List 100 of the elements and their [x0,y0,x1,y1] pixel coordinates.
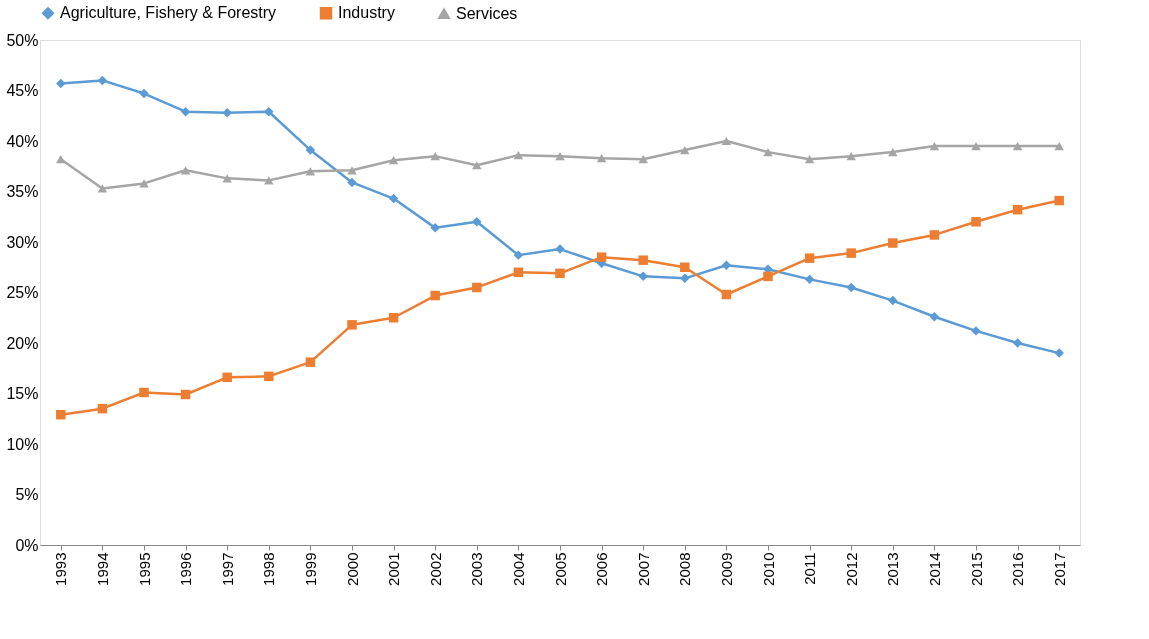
point [971,141,981,151]
y-tick-label: 25% [6,284,39,301]
y-tick-label: 40% [6,132,39,150]
legend-label: Services [456,4,518,22]
point [888,148,898,157]
x-tick-label: 2003 [468,552,486,586]
point [305,145,316,155]
point [1054,141,1064,151]
point [555,152,565,161]
point [388,313,399,323]
point [888,295,898,306]
point [305,357,316,367]
point [929,230,940,240]
x-tick-label: 1995 [135,552,153,586]
point [680,262,690,272]
point [264,371,274,382]
point [388,193,399,204]
point [1054,348,1064,358]
point [929,141,940,151]
point [1012,141,1023,151]
point [846,152,856,161]
point [180,106,191,117]
point [555,268,565,279]
point [347,177,357,188]
x-tick-label: 1997 [218,552,236,586]
y-tick-label: 5% [15,486,39,503]
point [680,273,690,284]
x-tick-label: 2004 [509,552,527,586]
point [721,260,732,270]
point [472,217,482,227]
point [347,320,357,330]
point [97,184,108,193]
point [56,409,66,420]
point [804,274,815,285]
x-tick-label: 2007 [634,552,652,586]
x-tick-label: 2011 [801,552,819,585]
point [804,253,815,263]
point [888,238,898,248]
point [347,166,357,175]
point [472,161,482,170]
x-tick-label: 2012 [842,552,860,586]
point [1054,195,1064,206]
point [264,106,274,117]
point [388,156,399,165]
x-tick-label: 2015 [967,552,985,586]
point [846,248,856,258]
x-tick-label: 2008 [676,552,694,586]
x-tick-label: 2006 [593,552,611,586]
y-tick-label: 10% [6,435,39,453]
point [222,372,232,383]
point [180,389,191,400]
point [680,145,690,155]
x-tick-label: 2001 [385,552,403,586]
point [763,148,773,157]
point [430,223,440,233]
x-tick-label: 2014 [925,552,943,586]
y-tick-label: 50% [6,31,39,49]
point [929,312,940,322]
legend-label: Agriculture, Fishery & Forestry [60,4,277,22]
point [638,155,648,164]
point [97,403,108,414]
x-tick-label: 1994 [93,552,111,586]
point [139,88,149,99]
point [56,155,66,164]
point [180,166,191,175]
point [305,167,316,176]
x-tick-label: 1999 [301,552,319,586]
x-tick-label: 2016 [1009,552,1027,586]
point [513,267,524,278]
point [971,217,981,227]
point [139,387,149,398]
x-tick-label: 2017 [1050,552,1068,586]
point [596,252,607,262]
y-tick-label: 15% [6,385,39,402]
y-tick-label: 35% [6,183,39,200]
y-tick-label: 20% [6,334,39,352]
point [638,255,648,265]
x-tick-label: 2009 [717,552,735,586]
point [56,78,66,89]
point [430,152,440,161]
x-tick-label: 1996 [177,552,195,586]
point [1012,338,1023,348]
point [721,136,732,146]
point [804,155,815,164]
point [638,271,648,282]
point [1012,204,1023,215]
x-tick-label: 2010 [759,552,777,586]
point [846,282,856,293]
x-tick-label: 2013 [884,552,902,586]
x-tick-label: 1998 [260,552,278,586]
point [430,290,440,301]
point [472,282,482,293]
point [222,107,232,118]
y-tick-label: 30% [6,233,39,251]
legend-label: Industry [338,4,395,22]
y-tick-label: 0% [15,536,39,554]
x-tick-label: 2000 [343,552,361,586]
point [513,151,524,160]
point [596,154,607,163]
x-tick-label: 2002 [426,552,444,586]
